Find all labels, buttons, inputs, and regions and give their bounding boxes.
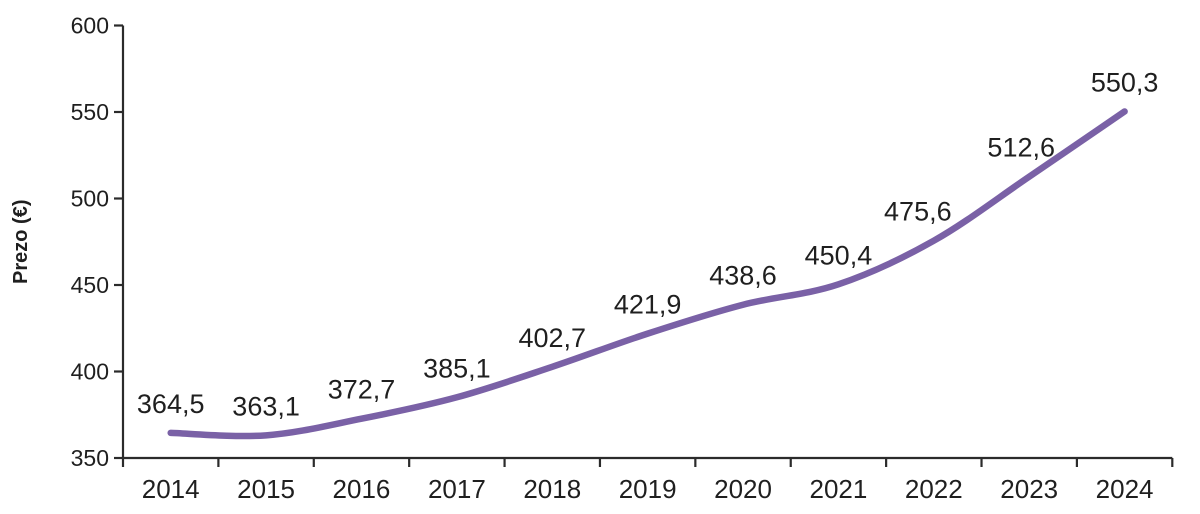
x-tick-label: 2023 bbox=[1000, 474, 1058, 504]
x-tick-label: 2017 bbox=[428, 474, 486, 504]
data-label: 402,7 bbox=[518, 323, 586, 353]
price-series-line bbox=[167, 108, 1128, 440]
y-tick-label: 450 bbox=[71, 272, 109, 298]
y-tick-label: 500 bbox=[71, 186, 109, 212]
x-tick-label: 2016 bbox=[333, 474, 391, 504]
data-label: 512,6 bbox=[987, 133, 1055, 163]
x-tick-label: 2019 bbox=[619, 474, 677, 504]
data-label: 421,9 bbox=[614, 290, 682, 320]
data-label: 363,1 bbox=[232, 391, 300, 421]
data-label: 364,5 bbox=[137, 389, 205, 419]
x-tick-label: 2018 bbox=[523, 474, 581, 504]
y-tick-label: 600 bbox=[71, 13, 109, 39]
x-tick-label: 2021 bbox=[810, 474, 868, 504]
data-label: 438,6 bbox=[709, 261, 777, 291]
x-tick-label: 2022 bbox=[905, 474, 963, 504]
data-label: 372,7 bbox=[328, 375, 396, 405]
data-label: 550,3 bbox=[1091, 67, 1159, 97]
y-tick-label: 350 bbox=[71, 445, 109, 471]
y-tick-label: 550 bbox=[71, 99, 109, 125]
x-tick-label: 2020 bbox=[714, 474, 772, 504]
y-tick-label: 400 bbox=[71, 359, 109, 385]
x-tick-label: 2015 bbox=[237, 474, 295, 504]
y-axis-title: Prezo (€) bbox=[10, 200, 32, 284]
data-label: 450,4 bbox=[805, 240, 873, 270]
x-tick-label: 2014 bbox=[142, 474, 200, 504]
x-tick-label: 2024 bbox=[1096, 474, 1154, 504]
data-label: 385,1 bbox=[423, 353, 491, 383]
data-label: 475,6 bbox=[884, 197, 952, 227]
